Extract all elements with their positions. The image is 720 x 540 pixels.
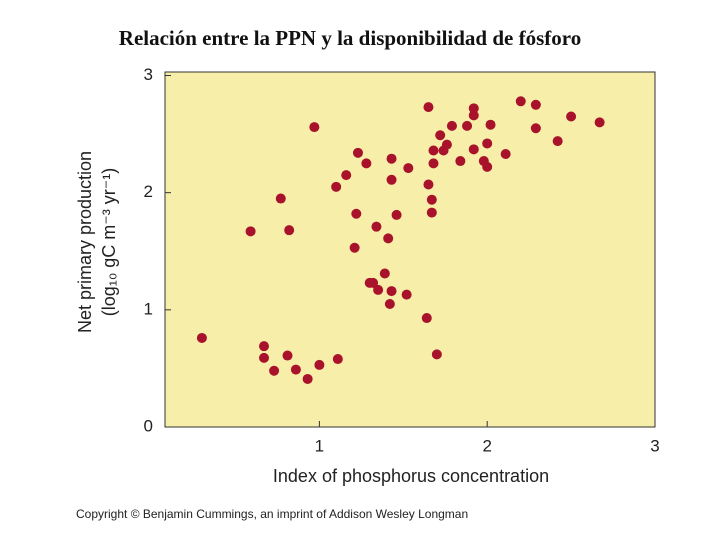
data-point <box>441 139 452 150</box>
data-point <box>435 130 446 141</box>
data-point <box>386 286 397 297</box>
data-point <box>245 226 256 237</box>
data-point <box>428 158 439 169</box>
data-point <box>462 120 473 131</box>
data-point <box>455 156 466 167</box>
data-point <box>391 209 402 220</box>
data-point <box>426 194 437 205</box>
copyright: Copyright © Benjamin Cummings, an imprin… <box>76 507 468 521</box>
data-point <box>332 354 343 365</box>
data-point <box>259 341 270 352</box>
data-point <box>331 181 342 192</box>
data-point <box>386 174 397 185</box>
data-point <box>566 111 577 122</box>
data-point <box>423 179 434 190</box>
data-point <box>446 120 457 131</box>
data-point <box>379 268 390 279</box>
x-axis-label: Index of phosphorus concentration <box>273 466 549 486</box>
data-point <box>482 161 493 172</box>
data-point <box>275 193 286 204</box>
y-tick-label: 3 <box>144 65 153 84</box>
x-tick-label: 3 <box>650 436 659 455</box>
data-point <box>351 208 362 219</box>
data-point <box>196 332 207 343</box>
data-point <box>314 359 325 370</box>
data-point <box>269 365 280 376</box>
data-point <box>423 102 434 113</box>
data-point <box>403 163 414 174</box>
data-point <box>371 221 382 232</box>
data-point <box>468 103 479 114</box>
data-point <box>500 149 511 160</box>
data-point <box>284 225 295 236</box>
data-point <box>530 123 541 134</box>
data-point <box>383 233 394 244</box>
x-tick-label: 1 <box>315 436 324 455</box>
data-point <box>421 313 432 324</box>
data-point <box>468 110 479 121</box>
data-point <box>530 99 541 110</box>
y-tick-label: 2 <box>144 182 153 201</box>
data-point <box>515 96 526 107</box>
plot-area <box>164 71 656 428</box>
data-point <box>352 147 363 158</box>
data-point <box>594 117 605 128</box>
y-axis-label: (log₁₀ gC m⁻³ yr⁻¹) <box>99 168 119 317</box>
data-point <box>349 242 360 253</box>
data-point <box>482 138 493 149</box>
data-point <box>341 170 352 181</box>
data-point <box>309 122 320 133</box>
y-tick-label: 0 <box>144 416 153 435</box>
data-point <box>431 349 442 360</box>
y-tick-label: 1 <box>144 299 153 318</box>
data-point <box>468 144 479 155</box>
data-point <box>384 298 395 309</box>
x-tick-label: 2 <box>482 436 491 455</box>
data-point <box>552 136 563 147</box>
data-point <box>259 352 270 363</box>
data-point <box>485 119 496 130</box>
data-point <box>373 284 384 295</box>
data-point <box>428 145 439 156</box>
data-point <box>426 207 437 218</box>
data-point <box>386 153 397 164</box>
data-point <box>290 364 301 375</box>
data-point <box>282 350 293 361</box>
data-point <box>401 289 412 300</box>
y-axis-label: Net primary production <box>75 151 95 333</box>
chart-title: Relación entre la PPN y la disponibilida… <box>119 26 581 50</box>
data-point <box>364 277 375 288</box>
data-point <box>302 373 313 384</box>
data-point <box>361 158 372 169</box>
